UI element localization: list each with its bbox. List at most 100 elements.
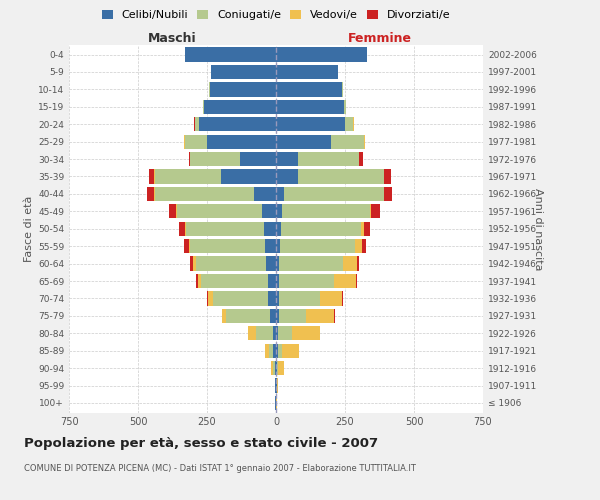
Bar — [276, 170, 383, 183]
Bar — [254, 187, 276, 201]
Bar — [226, 308, 276, 323]
Bar — [208, 292, 276, 306]
Bar — [154, 187, 276, 201]
Bar — [276, 152, 363, 166]
Bar — [155, 187, 276, 201]
Bar — [263, 222, 276, 236]
Bar — [276, 48, 367, 62]
Bar — [276, 134, 365, 149]
Bar — [276, 117, 353, 132]
Bar — [207, 134, 276, 149]
Bar — [196, 274, 276, 288]
Bar — [276, 170, 298, 183]
Bar — [189, 239, 276, 254]
Bar — [276, 82, 342, 96]
Bar — [275, 378, 276, 392]
Bar — [276, 344, 299, 358]
Bar — [276, 239, 280, 254]
Bar — [276, 308, 334, 323]
Bar — [276, 82, 343, 96]
Bar — [190, 239, 276, 254]
Bar — [189, 152, 276, 166]
Bar — [276, 361, 277, 375]
Bar — [276, 344, 299, 358]
Bar — [276, 308, 279, 323]
Bar — [265, 344, 276, 358]
Bar — [276, 361, 284, 375]
Bar — [185, 48, 276, 62]
Bar — [276, 100, 344, 114]
Bar — [190, 152, 276, 166]
Bar — [209, 82, 276, 96]
Bar — [209, 82, 276, 96]
Bar — [276, 100, 346, 114]
Bar — [276, 239, 362, 254]
Bar — [185, 48, 276, 62]
Bar — [265, 239, 276, 254]
Bar — [273, 344, 276, 358]
Bar — [276, 274, 358, 288]
Bar — [276, 100, 346, 114]
Bar — [276, 48, 367, 62]
Bar — [276, 292, 343, 306]
Bar — [221, 170, 276, 183]
Bar — [176, 204, 276, 218]
Bar — [185, 222, 276, 236]
Bar — [276, 308, 307, 323]
Bar — [184, 134, 276, 149]
Bar — [276, 204, 281, 218]
Bar — [276, 378, 278, 392]
Bar — [276, 344, 278, 358]
Bar — [276, 152, 359, 166]
Bar — [209, 82, 276, 96]
Bar — [184, 239, 276, 254]
Bar — [203, 100, 276, 114]
Bar — [276, 152, 298, 166]
Bar — [276, 239, 366, 254]
Bar — [276, 82, 343, 96]
Bar — [190, 256, 276, 270]
Bar — [185, 48, 276, 62]
Bar — [266, 256, 276, 270]
Bar — [196, 256, 276, 270]
Bar — [276, 100, 346, 114]
Bar — [240, 152, 276, 166]
Bar — [276, 117, 353, 132]
Bar — [276, 187, 284, 201]
Bar — [275, 378, 276, 392]
Bar — [276, 239, 355, 254]
Bar — [210, 82, 276, 96]
Bar — [248, 326, 276, 340]
Bar — [276, 274, 279, 288]
Bar — [265, 344, 276, 358]
Bar — [211, 65, 276, 79]
Bar — [268, 274, 276, 288]
Bar — [169, 204, 276, 218]
Bar — [276, 378, 277, 392]
Bar — [276, 222, 370, 236]
Bar — [276, 274, 334, 288]
Bar — [199, 117, 276, 132]
Bar — [185, 134, 276, 149]
Bar — [276, 256, 359, 270]
Text: Popolazione per età, sesso e stato civile - 2007: Popolazione per età, sesso e stato civil… — [24, 438, 378, 450]
Bar — [276, 65, 338, 79]
Bar — [222, 308, 276, 323]
Text: Maschi: Maschi — [148, 32, 197, 45]
Text: COMUNE DI POTENZA PICENA (MC) - Dati ISTAT 1° gennaio 2007 - Elaborazione TUTTIT: COMUNE DI POTENZA PICENA (MC) - Dati IST… — [24, 464, 416, 473]
Bar — [276, 204, 371, 218]
Bar — [213, 292, 276, 306]
Bar — [176, 204, 276, 218]
Bar — [276, 65, 338, 79]
Bar — [207, 292, 276, 306]
Bar — [276, 222, 364, 236]
Bar — [276, 292, 342, 306]
Bar — [276, 134, 331, 149]
Bar — [179, 222, 276, 236]
Bar — [276, 326, 278, 340]
Bar — [276, 361, 284, 375]
Bar — [276, 344, 283, 358]
Legend: Celibi/Nubili, Coniugati/e, Vedovi/e, Divorziati/e: Celibi/Nubili, Coniugati/e, Vedovi/e, Di… — [97, 6, 455, 25]
Bar — [276, 187, 392, 201]
Bar — [271, 361, 276, 375]
